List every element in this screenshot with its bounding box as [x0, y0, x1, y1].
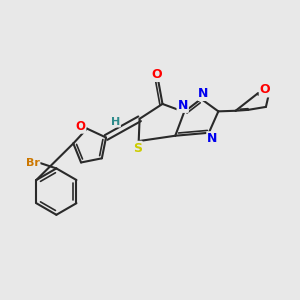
Text: H: H: [111, 117, 120, 127]
Text: N: N: [207, 132, 218, 145]
Text: O: O: [152, 68, 162, 81]
Text: O: O: [260, 83, 270, 97]
Text: Br: Br: [26, 158, 40, 168]
Text: S: S: [133, 142, 142, 155]
Text: N: N: [178, 99, 188, 112]
Text: O: O: [75, 120, 85, 133]
Text: N: N: [198, 87, 209, 100]
